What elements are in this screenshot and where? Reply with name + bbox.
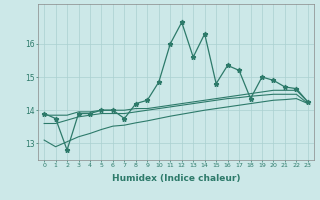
X-axis label: Humidex (Indice chaleur): Humidex (Indice chaleur) (112, 174, 240, 183)
